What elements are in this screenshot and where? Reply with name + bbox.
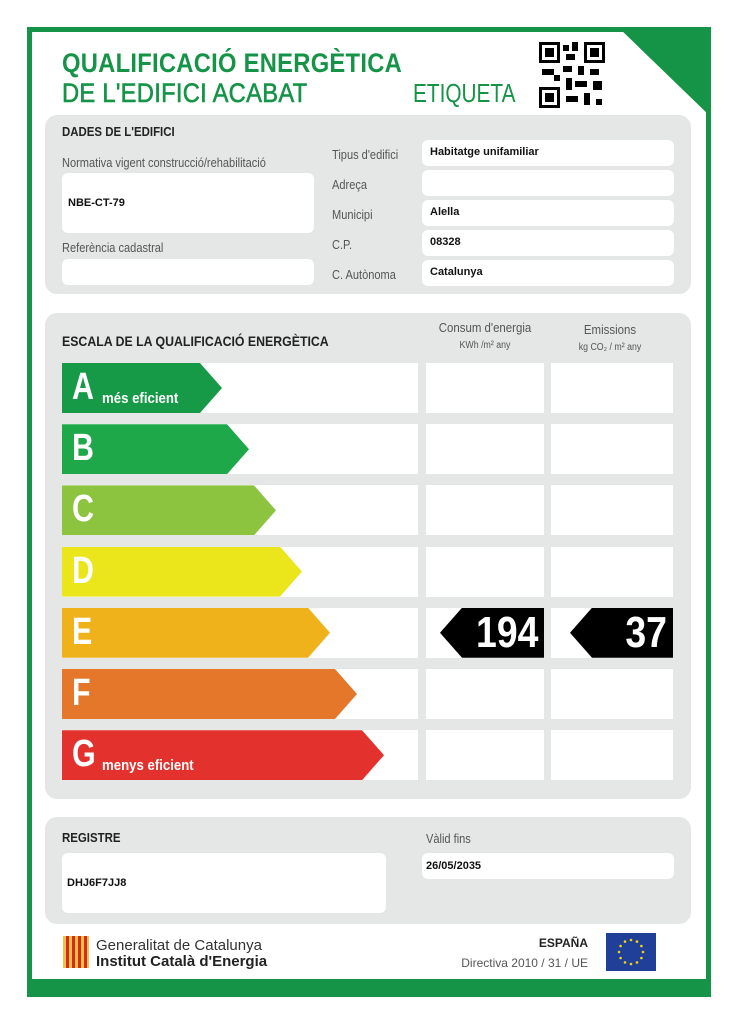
class-bar-f: F xyxy=(62,669,357,719)
class-bar-b: B xyxy=(62,424,249,475)
field-value: 08328 xyxy=(430,236,461,248)
emissions-cell xyxy=(551,363,673,413)
valid-field: 26/05/2035 xyxy=(422,853,674,879)
class-bar-c: C xyxy=(62,485,276,536)
field-value: Catalunya xyxy=(430,266,483,278)
eu-flag-icon xyxy=(606,933,656,971)
consum-cell xyxy=(426,485,544,536)
class-letter: F xyxy=(72,672,91,714)
org-name-1: Generalitat de Catalunya xyxy=(96,937,262,954)
consum-cell xyxy=(426,730,544,781)
eu-star xyxy=(629,962,633,966)
field-box: 08328 xyxy=(422,230,674,256)
org-name-2: Institut Català d'Energia xyxy=(96,953,268,970)
etiqueta-label: ETIQUETA xyxy=(413,78,516,108)
consum-cell xyxy=(426,363,544,413)
field-box: Alella xyxy=(422,200,674,226)
class-sublabel: menys eficient xyxy=(102,757,194,775)
normativa-label: Normativa vigent construcció/rehabilitac… xyxy=(62,155,266,170)
field-value: Habitatge unifamiliar xyxy=(430,146,539,158)
consum-label: Consum d'energia xyxy=(438,320,532,335)
eu-star xyxy=(635,961,639,964)
eu-star xyxy=(619,944,622,948)
title-line2: DE L'EDIFICI ACABAT xyxy=(62,78,308,109)
consum-cell xyxy=(426,546,544,597)
registre-heading: REGISTRE xyxy=(62,830,121,845)
class-bar-g: G menys eficient xyxy=(62,730,384,781)
consum-value: 194 xyxy=(475,607,538,657)
country-label: ESPAÑA xyxy=(538,936,588,950)
field-label: Tipus d'edifici xyxy=(332,147,399,162)
consum-unit: KWh /m² any xyxy=(459,340,511,351)
eu-star xyxy=(641,950,645,954)
emissions-cell xyxy=(551,669,673,719)
consum-cell xyxy=(426,424,544,475)
field-value: Alella xyxy=(430,206,460,218)
class-letter: G xyxy=(72,733,96,776)
eu-star xyxy=(619,956,622,960)
cadastral-field xyxy=(62,259,314,285)
registre-field: DHJ6F7JJ8 xyxy=(62,853,386,913)
eu-star xyxy=(640,944,643,948)
class-letter: D xyxy=(72,549,94,592)
class-letter: E xyxy=(72,610,93,653)
directive-label: Directiva 2010 / 31 / UE xyxy=(461,956,588,970)
normativa-value: NBE-CT-79 xyxy=(68,197,125,209)
field-label: C. Autònoma xyxy=(332,267,396,282)
eu-star xyxy=(623,940,627,943)
field-box xyxy=(422,170,674,196)
class-letter: C xyxy=(72,488,94,531)
eu-star xyxy=(640,956,643,960)
normativa-field: NBE-CT-79 xyxy=(62,173,314,233)
class-bar-e: E xyxy=(62,607,330,658)
title-line1: QUALIFICACIÓ ENERGÈTICA xyxy=(62,48,403,78)
class-letter: B xyxy=(72,427,94,470)
scale-heading: ESCALA DE LA QUALIFICACIÓ ENERGÈTICA xyxy=(62,333,329,349)
emissions-cell xyxy=(551,730,673,781)
valid-value: 26/05/2035 xyxy=(426,860,482,872)
class-letter: A xyxy=(72,366,94,408)
qr-code-icon xyxy=(539,42,605,108)
class-bar-d: D xyxy=(62,546,302,597)
emissions-cell xyxy=(551,485,673,536)
cadastral-label: Referència cadastral xyxy=(62,240,164,255)
emissions-label: Emissions xyxy=(583,322,637,337)
valid-label: Vàlid fins xyxy=(426,831,471,846)
eu-star xyxy=(617,950,621,954)
catalonia-flag-icon xyxy=(63,936,89,968)
eu-star xyxy=(629,938,633,942)
registre-value: DHJ6F7JJ8 xyxy=(67,877,127,889)
eu-star xyxy=(635,940,639,943)
emissions-cell xyxy=(551,546,673,597)
consum-cell xyxy=(426,669,544,719)
field-label: Municipi xyxy=(332,207,373,222)
field-box: Catalunya xyxy=(422,260,674,286)
field-label: Adreça xyxy=(332,177,368,192)
emissions-unit: kg CO₂ / m² any xyxy=(578,342,642,353)
field-box: Habitatge unifamiliar xyxy=(422,140,674,166)
emissions-cell xyxy=(551,424,673,475)
consum-indicator: 194 xyxy=(440,607,544,658)
class-sublabel: més eficient xyxy=(102,390,179,407)
field-label: C.P. xyxy=(332,237,353,252)
emissions-indicator: 37 xyxy=(570,607,673,658)
eu-star xyxy=(623,961,627,964)
emissions-value: 37 xyxy=(625,607,667,657)
building-heading: DADES DE L'EDIFICI xyxy=(62,124,175,139)
class-bar-a: A més eficient xyxy=(62,363,222,413)
